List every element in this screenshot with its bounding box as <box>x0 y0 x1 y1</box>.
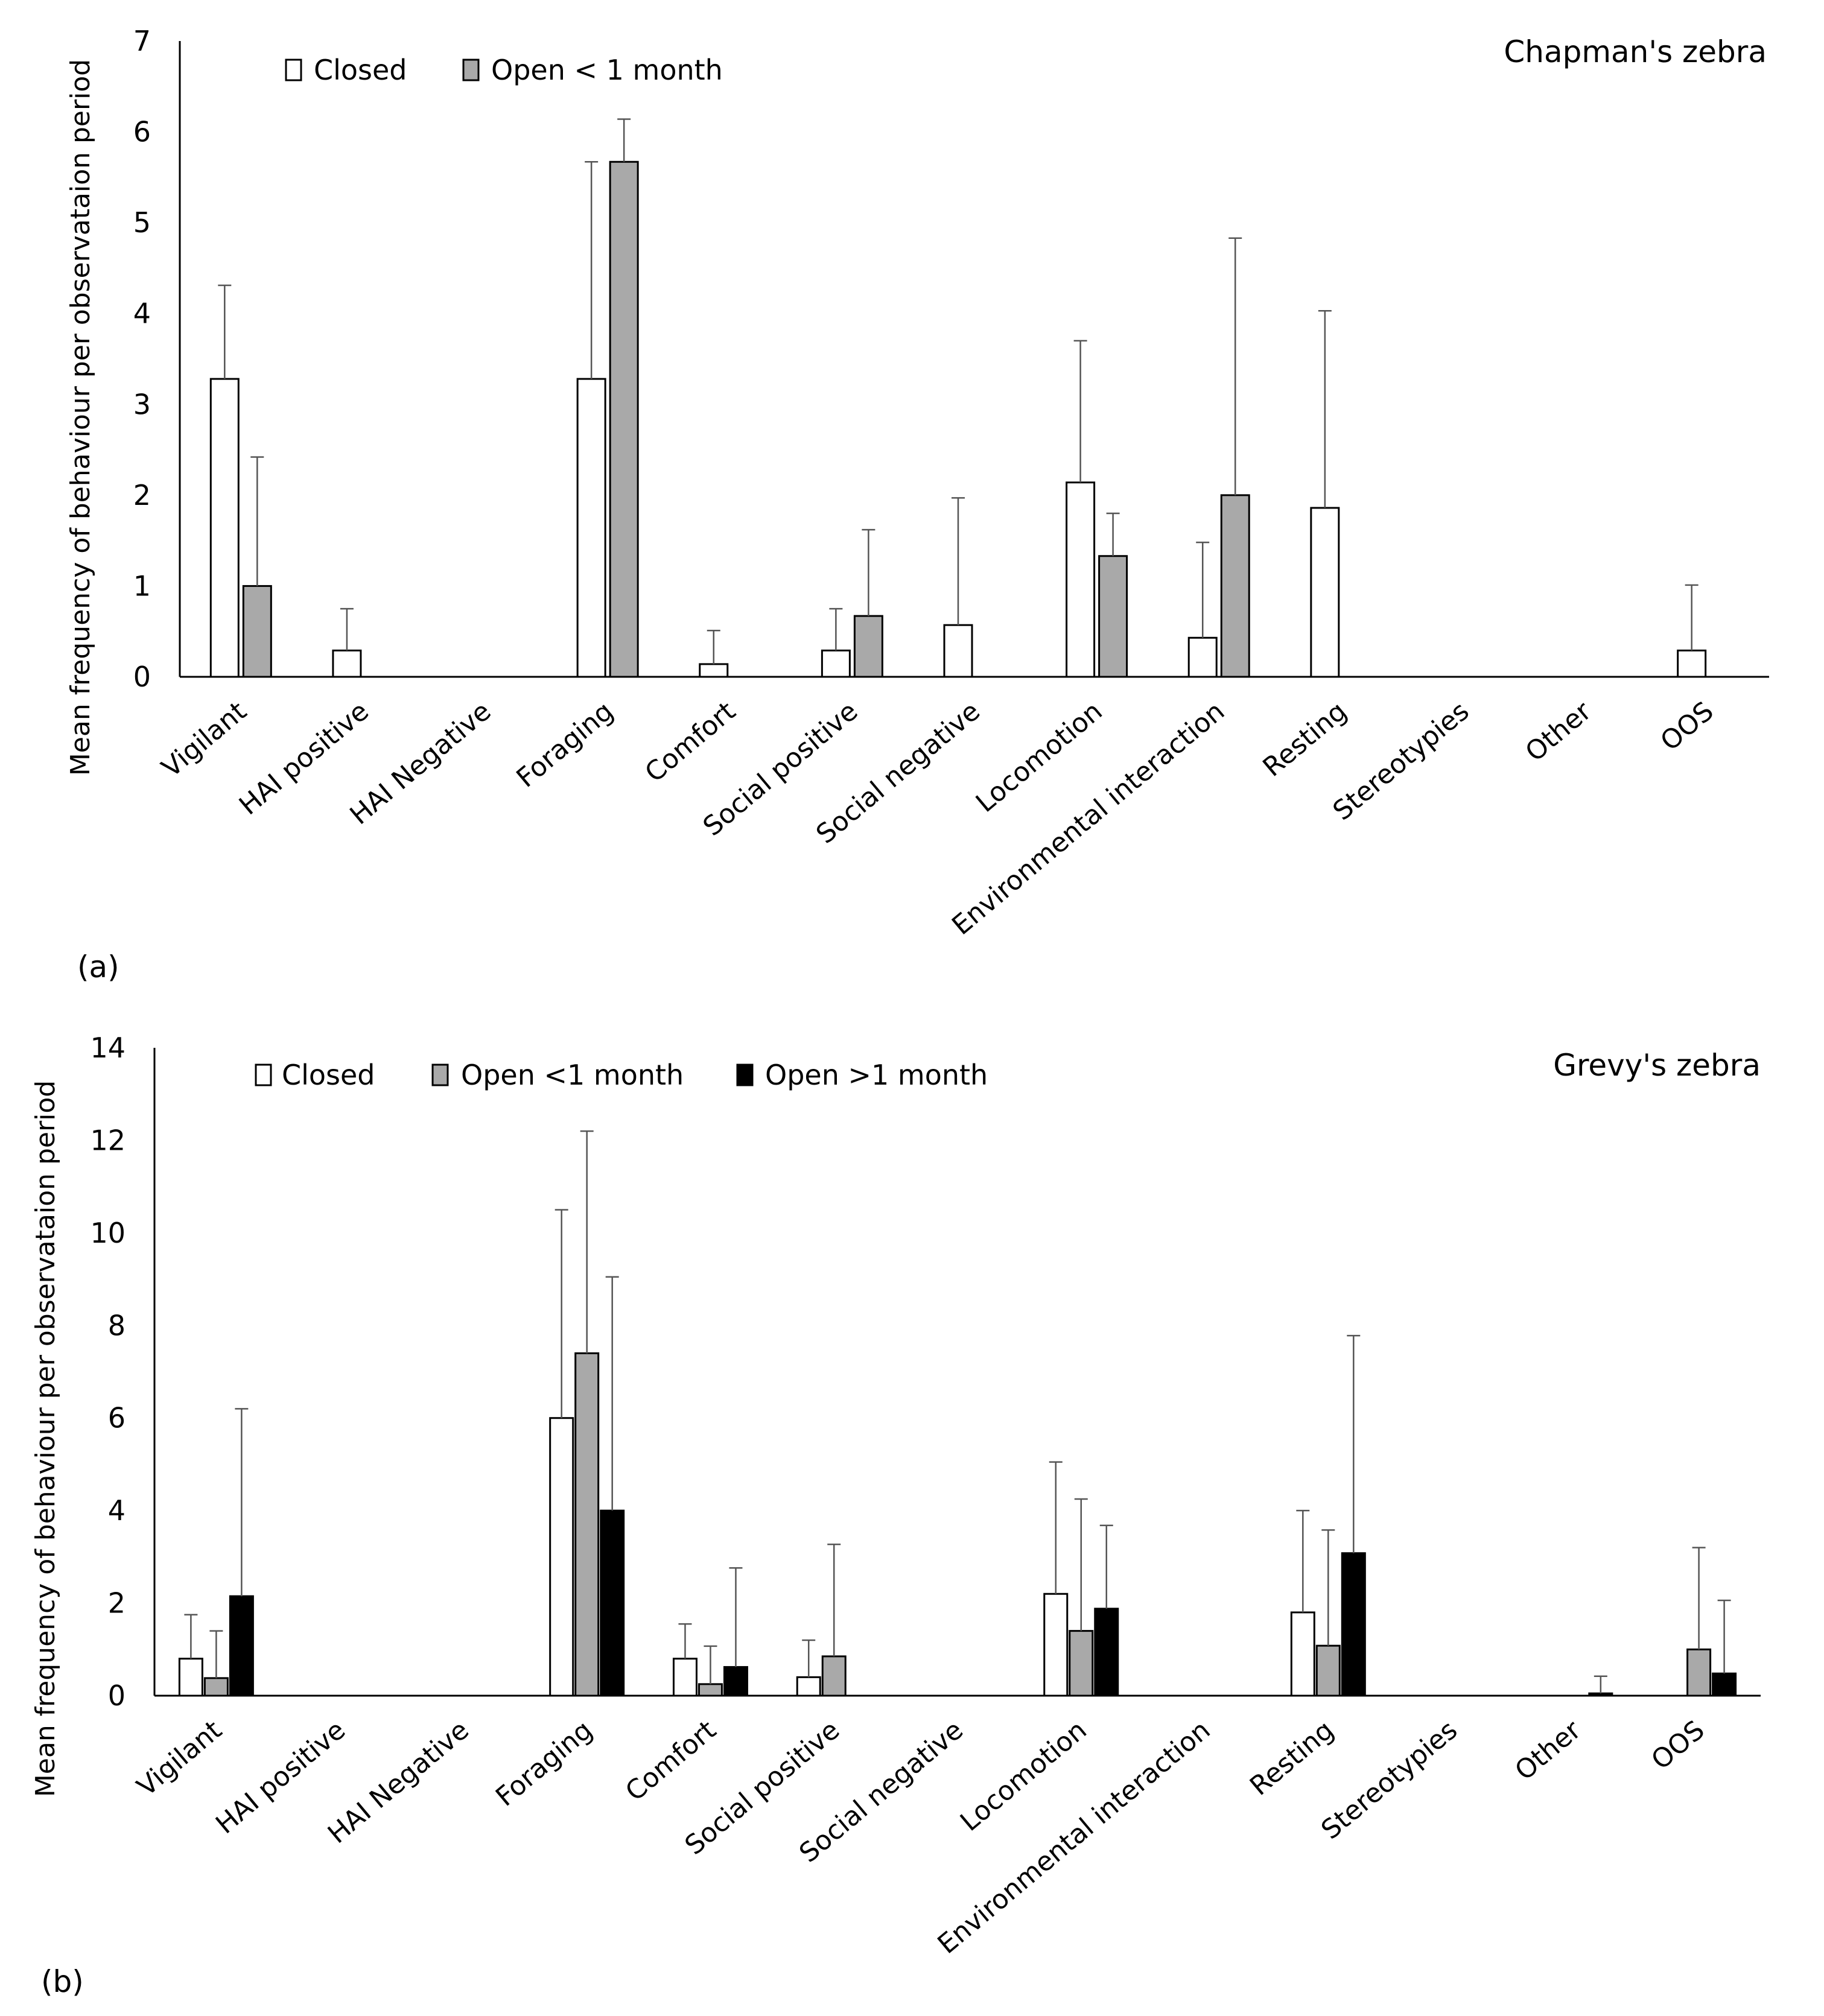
bar <box>549 1417 574 1697</box>
bar <box>1220 494 1250 678</box>
bar <box>209 378 240 678</box>
y-axis-label: Mean frequency of behaviour per observat… <box>65 59 96 776</box>
bar <box>574 1352 600 1697</box>
bar <box>242 585 272 678</box>
bar <box>943 624 973 678</box>
legend: Closed Open <1 month Open >1 month <box>255 1059 988 1091</box>
y-tick-label: 8 <box>108 1309 126 1342</box>
bar <box>821 649 851 678</box>
chart-title: Grevy's zebra <box>1553 1048 1761 1083</box>
bar <box>1290 1611 1315 1697</box>
bar <box>1686 1648 1712 1697</box>
bar <box>1677 649 1707 678</box>
y-tick-label: 6 <box>133 116 151 148</box>
bar <box>1187 636 1218 678</box>
y-tick-label: 10 <box>90 1217 126 1249</box>
bar <box>332 649 362 678</box>
panel-label: (b) <box>41 1964 84 1999</box>
legend-swatch-open-gt1 <box>736 1063 754 1086</box>
bar <box>1712 1672 1737 1697</box>
bar <box>1098 555 1128 678</box>
y-tick-label: 0 <box>108 1679 126 1712</box>
bar <box>178 1658 203 1697</box>
chart-title: Chapman's zebra <box>1504 34 1767 69</box>
bar <box>1341 1552 1366 1697</box>
legend-label-open-gt1: Open >1 month <box>765 1059 988 1091</box>
y-tick-label: 2 <box>108 1587 126 1620</box>
y-tick-label: 3 <box>133 388 151 420</box>
y-tick-label: 7 <box>133 25 151 57</box>
bar <box>1310 507 1340 678</box>
bar <box>1066 481 1096 678</box>
panel-label: (a) <box>77 949 119 984</box>
bar <box>576 378 606 678</box>
legend-swatch-closed <box>255 1063 272 1086</box>
legend-swatch-open-lt1 <box>462 59 480 81</box>
y-tick-label: 4 <box>108 1494 126 1527</box>
legend-label-closed: Closed <box>282 1059 375 1091</box>
bar <box>203 1677 229 1697</box>
y-axis-label: Mean frequency of behaviour per observat… <box>30 1080 61 1797</box>
bar <box>672 1658 698 1697</box>
legend-swatch-closed <box>285 59 302 81</box>
y-tick-label: 2 <box>133 479 151 512</box>
y-tick-label: 4 <box>133 297 151 330</box>
y-tick-label: 12 <box>90 1124 126 1156</box>
legend-label-open-lt1: Open <1 month <box>461 1059 684 1091</box>
y-tick-label: 1 <box>133 569 151 602</box>
bar <box>1094 1608 1119 1697</box>
bar <box>600 1509 625 1697</box>
y-tick-label: 0 <box>133 661 151 693</box>
bar <box>229 1595 254 1697</box>
bar <box>853 615 883 678</box>
bar <box>723 1666 748 1697</box>
bar <box>698 1683 723 1697</box>
y-tick-label: 6 <box>108 1402 126 1434</box>
bar <box>609 160 639 678</box>
legend-swatch-open-lt1 <box>431 1063 449 1086</box>
y-tick-label: 14 <box>90 1032 126 1064</box>
bar <box>821 1655 847 1697</box>
bar <box>1315 1644 1341 1697</box>
bar <box>1069 1630 1094 1697</box>
bar <box>1043 1593 1069 1697</box>
legend: Closed Open < 1 month <box>285 54 723 86</box>
bar <box>1588 1692 1613 1697</box>
bar <box>796 1676 821 1697</box>
legend-label-closed: Closed <box>314 54 407 86</box>
bar <box>699 663 729 678</box>
legend-label-open-lt1: Open < 1 month <box>491 54 723 86</box>
y-tick-label: 5 <box>133 206 151 239</box>
